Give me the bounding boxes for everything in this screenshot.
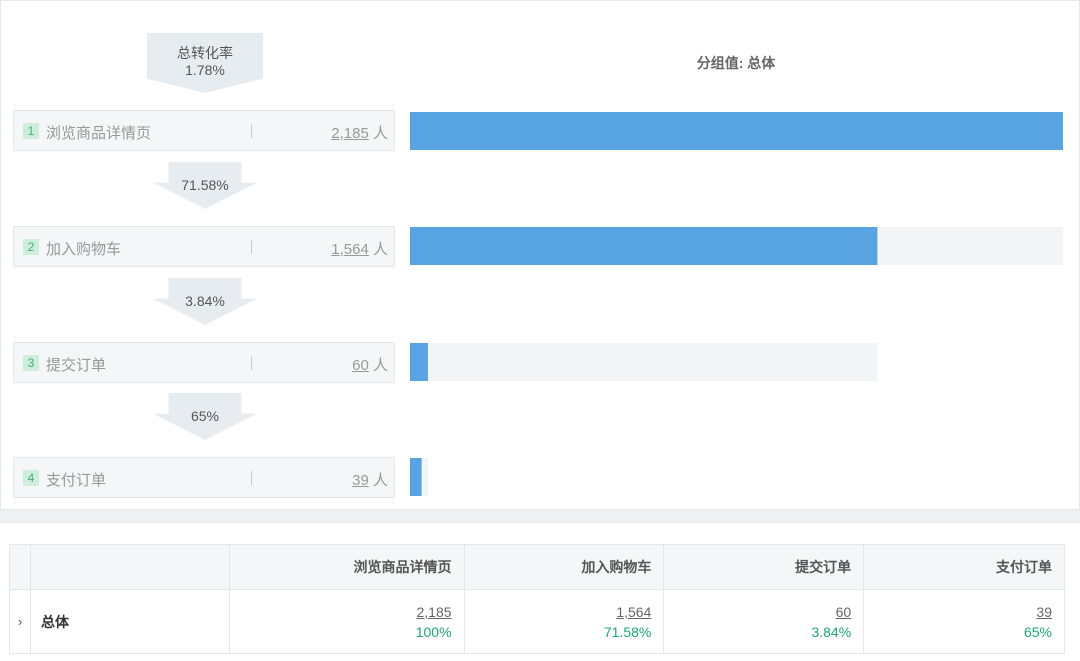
step-name: 支付订单 bbox=[46, 472, 107, 489]
step-count: 39 人 bbox=[352, 469, 388, 490]
cell-rate: 3.84% bbox=[811, 623, 852, 640]
step-count: 2,185 人 bbox=[331, 122, 388, 143]
step-count: 60 人 bbox=[352, 354, 388, 375]
step-count-link[interactable]: 39 bbox=[352, 472, 369, 489]
step-name: 加入购物车 bbox=[46, 241, 122, 258]
total-conversion-label: 总转化率 bbox=[177, 45, 233, 61]
header-step-4: 支付订单 bbox=[863, 544, 1065, 590]
step-number: 2 bbox=[23, 239, 39, 255]
cell-count-link[interactable]: 1,564 bbox=[616, 603, 652, 620]
unit-label: 人 bbox=[372, 472, 388, 489]
conversion-rate: 3.84% bbox=[185, 293, 225, 309]
results-table-panel: 浏览商品详情页 加入购物车 提交订单 支付订单 › 总体 2,185 100% 1… bbox=[0, 522, 1080, 661]
table-row: › 总体 2,185 100% 1,564 71.58% 60 3.84% 39 65% bbox=[9, 589, 1065, 654]
total-conversion-rate: 1.78% bbox=[185, 62, 225, 78]
bar-4[interactable] bbox=[410, 458, 422, 496]
conversion-rate: 71.58% bbox=[181, 177, 229, 193]
conversion-arrow-3: 65% bbox=[153, 393, 257, 440]
divider bbox=[251, 356, 252, 370]
header-step-2: 加入购物车 bbox=[463, 544, 665, 590]
step-count-link[interactable]: 60 bbox=[352, 357, 369, 374]
step-count-link[interactable]: 2,185 bbox=[331, 125, 369, 142]
table-header-row: 浏览商品详情页 加入购物车 提交订单 支付订单 bbox=[9, 544, 1065, 590]
step-count-link[interactable]: 1,564 bbox=[331, 241, 369, 258]
bar-1[interactable] bbox=[410, 112, 1063, 150]
step-number: 1 bbox=[23, 123, 39, 139]
bar-track-3 bbox=[410, 343, 878, 381]
cell-rate: 65% bbox=[1023, 623, 1052, 640]
step-count: 1,564 人 bbox=[331, 238, 388, 259]
funnel-step-2[interactable]: 2 加入购物车 1,564 人 bbox=[13, 226, 395, 267]
unit-label: 人 bbox=[372, 125, 388, 142]
header-segment bbox=[29, 544, 230, 590]
group-value-label: 分组值: 总体 bbox=[696, 55, 776, 71]
funnel-bar-chart bbox=[410, 112, 1063, 496]
divider bbox=[251, 124, 252, 138]
funnel-step-1[interactable]: 1 浏览商品详情页 2,185 人 bbox=[13, 110, 395, 151]
divider bbox=[251, 240, 252, 254]
total-conversion-arrow: 总转化率 1.78% bbox=[147, 33, 263, 93]
cell-count-link[interactable]: 39 bbox=[1036, 603, 1052, 620]
step-number: 3 bbox=[23, 355, 39, 371]
cell-count-link[interactable]: 2,185 bbox=[416, 603, 452, 620]
cell-step-1: 2,185 100% bbox=[228, 589, 465, 654]
header-step-3: 提交订单 bbox=[663, 544, 865, 590]
cell-step-2: 1,564 71.58% bbox=[463, 589, 665, 654]
conversion-rate: 65% bbox=[190, 408, 220, 424]
bar-2[interactable] bbox=[410, 227, 878, 265]
step-name: 提交订单 bbox=[46, 357, 107, 374]
conversion-arrow-2: 3.84% bbox=[153, 278, 257, 325]
step-name: 浏览商品详情页 bbox=[46, 125, 152, 142]
cell-rate: 71.58% bbox=[603, 623, 652, 640]
segment-name: 总体 bbox=[29, 589, 230, 654]
header-expand bbox=[9, 544, 31, 590]
cell-step-3: 60 3.84% bbox=[663, 589, 865, 654]
funnel-step-4[interactable]: 4 支付订单 39 人 bbox=[13, 457, 395, 498]
divider bbox=[251, 471, 252, 485]
funnel-panel: 总转化率 1.78% 分组值: 总体 1 浏览商品详情页 2,185 人 71.… bbox=[0, 0, 1080, 510]
step-number: 4 bbox=[23, 470, 39, 486]
conversion-arrow-1: 71.58% bbox=[153, 162, 257, 209]
funnel-results-table: 浏览商品详情页 加入购物车 提交订单 支付订单 › 总体 2,185 100% 1… bbox=[9, 544, 1065, 654]
cell-step-4: 39 65% bbox=[863, 589, 1065, 654]
funnel-step-3[interactable]: 3 提交订单 60 人 bbox=[13, 342, 395, 383]
bar-3[interactable] bbox=[410, 343, 428, 381]
cell-rate: 100% bbox=[415, 623, 452, 640]
cell-count-link[interactable]: 60 bbox=[835, 603, 852, 620]
header-step-1: 浏览商品详情页 bbox=[228, 544, 465, 590]
unit-label: 人 bbox=[372, 241, 388, 258]
expand-row-toggle[interactable]: › bbox=[9, 589, 31, 654]
unit-label: 人 bbox=[372, 357, 388, 374]
